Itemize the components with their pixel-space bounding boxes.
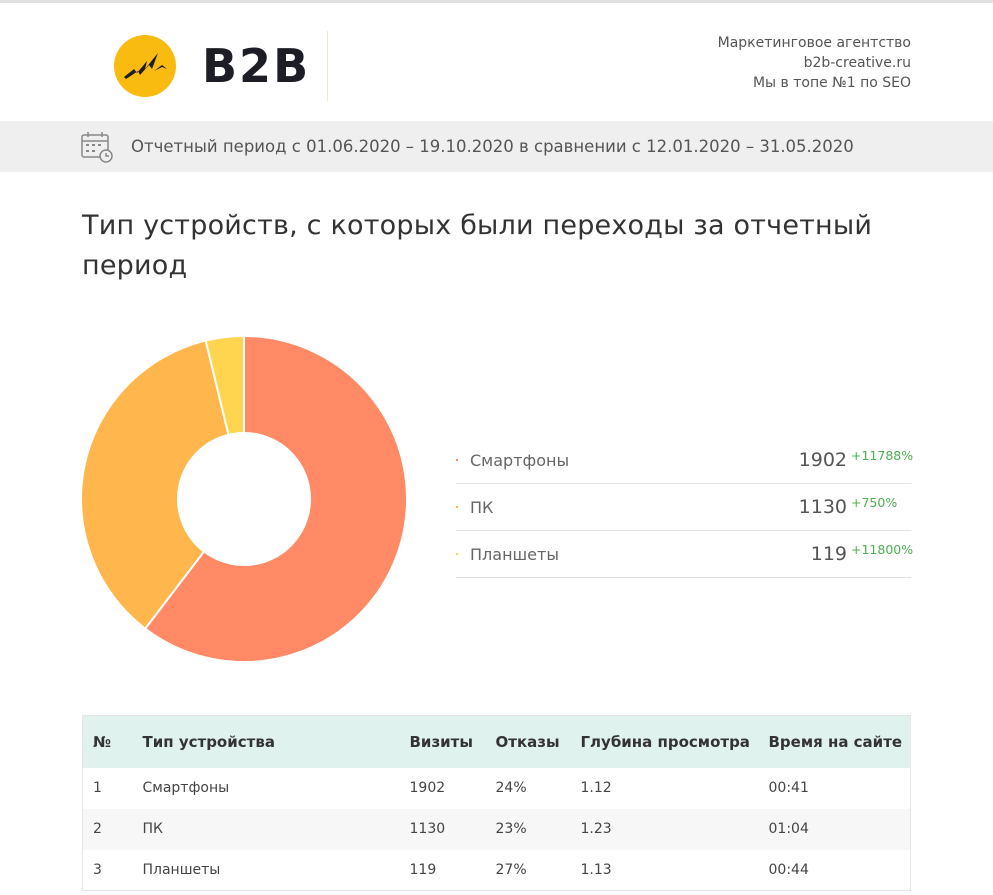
chart-legend: Смартфоны 1902 +11788% ПК 1130 +750% Планшеты 1… [456,437,914,578]
column-header: Глубина просмотра [580,715,769,768]
table-cell: 1.12 [580,780,612,796]
legend-dot-icon [456,506,458,508]
table-cell: Смартфоны [142,780,230,796]
legend-label: Смартфоны [470,450,570,470]
donut-slice-3 [204,334,245,437]
donut-slice-1 [143,334,408,663]
legend-dot-icon [456,459,458,461]
table-cell: 24% [495,780,527,796]
table-cell: ПК [142,808,410,850]
table-cell: 23% [495,808,581,850]
legend-delta: +750% [851,495,898,510]
table-row: 1 Смартфоны 1902 24% 1.12 00:41 [83,768,911,809]
agency-site: b2b-creative.ru [803,55,911,71]
table-cell: 01:04 [768,808,911,850]
table-row: 2 ПК 1130 23% 1.23 01:04 [82,808,911,850]
table-row: 3 Планшеты 119 27% 1.13 00:44 [83,850,911,891]
calendar-icon [81,131,113,163]
logo-mark-icon [114,35,176,97]
table-cell: 119 [409,861,437,878]
table-cell: 1902 [409,780,446,796]
column-header: № [82,715,143,768]
table-cell: 1 [93,780,102,796]
legend-dot-icon [456,553,458,555]
device-donut-chart [80,334,408,663]
table-cell: 2 [82,808,143,850]
report-period-text: Отчетный период с 01.06.2020 – 19.10.202… [131,137,854,156]
column-header: Время на сайте [768,715,911,768]
legend-item: ПК 1130 +750% [456,484,911,531]
table-cell: 1130 [409,808,496,850]
agency-line: Мы в топе №1 по SEO [752,75,911,91]
devices-table: № Тип устройства Визиты Отказы Глубина просм… [82,715,911,891]
column-header: Отказы [495,715,581,768]
column-header: Визиты [409,715,496,768]
legend-item: Планшеты 119 +11800% [456,531,914,578]
legend-value: 1902 [798,449,847,471]
legend-delta: +11788% [851,448,914,463]
donut-slice-2 [80,339,230,631]
legend-label: Планшеты [470,544,559,564]
agency-info: Маркетинговое агентство b2b-creative.ru … [718,33,911,93]
column-header: Тип устройства [142,715,410,768]
table-cell: 00:41 [768,780,809,796]
legend-delta: +11800% [851,542,914,557]
legend-value: 1130 [798,496,847,518]
divider [327,31,328,101]
logo: B2B [114,35,310,97]
table-cell: 1.23 [580,808,769,850]
report-period-bar: Отчетный период с 01.06.2020 – 19.10.202… [0,121,993,172]
legend-label: ПК [470,497,494,517]
section-title: Тип устройств, с которых были переходы з… [82,210,873,281]
table-cell: Планшеты [142,861,221,878]
agency-line: Маркетинговое агентство [717,35,911,51]
logo-text: B2B [202,39,311,93]
table-cell: 27% [495,861,527,878]
table-cell: 1.13 [580,861,612,878]
legend-value: 119 [810,543,847,565]
legend-item: Смартфоны 1902 +11788% [456,437,914,484]
table-cell: 00:44 [768,861,809,878]
table-cell: 3 [93,861,102,878]
